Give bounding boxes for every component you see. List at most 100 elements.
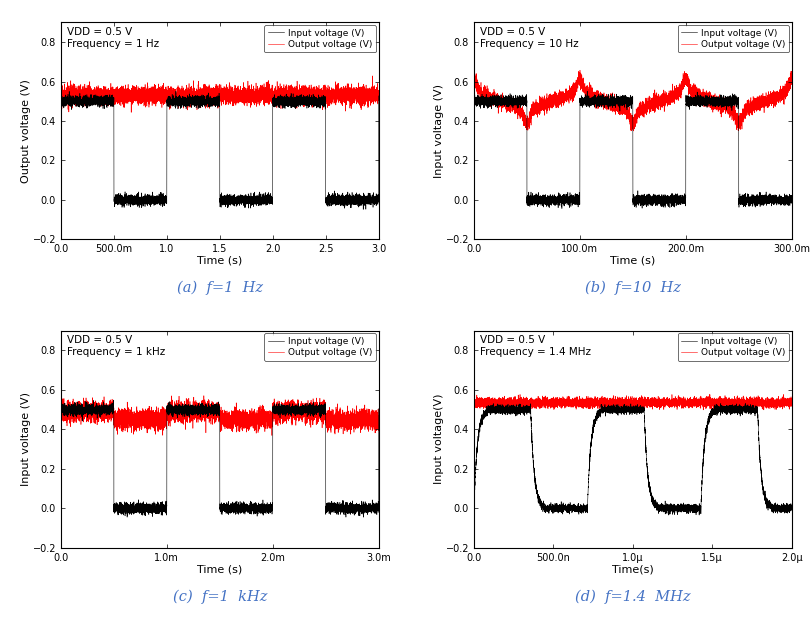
Input voltage (V) [663, 512, 672, 519]
Output voltage (V) [171, 94, 181, 102]
Output voltage (V) [258, 403, 268, 411]
Text: (d)  f=1.4  MHz: (d) f=1.4 MHz [574, 589, 690, 604]
Input voltage (V) [258, 508, 268, 515]
Output voltage (V) [786, 73, 796, 80]
Output voltage (V) [469, 78, 478, 85]
Output voltage (V) [786, 396, 796, 403]
Output voltage (V) [308, 401, 318, 408]
Output voltage (V) [267, 432, 277, 440]
Output voltage (V) [484, 399, 494, 407]
X-axis label: Time (s): Time (s) [197, 255, 242, 266]
Input voltage (V) [721, 94, 731, 102]
Input voltage (V) [670, 196, 680, 203]
Output voltage (V) [367, 72, 377, 80]
Output voltage (V) [373, 417, 383, 425]
Input voltage (V) [358, 206, 367, 213]
Output voltage (V) [583, 397, 593, 404]
Legend: Input voltage (V), Output voltage (V): Input voltage (V), Output voltage (V) [264, 25, 375, 52]
Y-axis label: Input voltage(V): Input voltage(V) [434, 394, 444, 485]
Output voltage (V) [721, 396, 731, 404]
Output voltage (V) [469, 397, 478, 405]
Output voltage (V) [72, 398, 82, 406]
Input voltage (V) [373, 405, 383, 413]
Output voltage (V) [721, 106, 731, 114]
Input voltage (V) [56, 404, 66, 412]
X-axis label: Time (s): Time (s) [609, 255, 654, 266]
Line: Output voltage (V): Output voltage (V) [474, 70, 791, 131]
Line: Input voltage (V): Input voltage (V) [474, 403, 791, 515]
Output voltage (V) [244, 417, 254, 425]
Input voltage (V) [291, 99, 301, 107]
Output voltage (V) [704, 97, 714, 105]
Output voltage (V) [704, 398, 714, 406]
Input voltage (V) [244, 196, 254, 203]
Input voltage (V) [308, 103, 318, 110]
Input voltage (V) [583, 466, 593, 474]
Output voltage (V) [72, 89, 82, 96]
Input voltage (V) [786, 195, 796, 203]
X-axis label: Time(s): Time(s) [611, 564, 653, 574]
Output voltage (V) [244, 93, 254, 101]
Input voltage (V) [469, 503, 478, 511]
Y-axis label: Input voltage (V): Input voltage (V) [21, 392, 31, 486]
X-axis label: Time (s): Time (s) [197, 564, 242, 574]
Input voltage (V) [581, 87, 591, 95]
Input voltage (V) [556, 204, 566, 212]
Output voltage (V) [308, 94, 318, 102]
Output voltage (V) [373, 89, 383, 97]
Output voltage (V) [484, 89, 494, 96]
Output voltage (V) [258, 95, 268, 103]
Text: VDD = 0.5 V
Frequency = 1.4 MHz: VDD = 0.5 V Frequency = 1.4 MHz [480, 335, 590, 357]
Output voltage (V) [171, 413, 181, 421]
Input voltage (V) [484, 406, 494, 414]
Line: Output voltage (V): Output voltage (V) [61, 76, 378, 112]
Input voltage (V) [670, 502, 680, 510]
Input voltage (V) [656, 505, 666, 513]
Input voltage (V) [171, 93, 181, 101]
Y-axis label: Input voltage (V): Input voltage (V) [434, 84, 444, 178]
Output voltage (V) [199, 392, 208, 399]
Output voltage (V) [656, 99, 666, 106]
Output voltage (V) [618, 409, 628, 417]
Output voltage (V) [670, 90, 680, 97]
Input voltage (V) [704, 95, 714, 103]
Text: (b)  f=10  Hz: (b) f=10 Hz [584, 281, 680, 296]
Output voltage (V) [656, 399, 666, 406]
Line: Input voltage (V): Input voltage (V) [474, 91, 791, 208]
Input voltage (V) [109, 396, 118, 404]
Text: VDD = 0.5 V
Frequency = 1 kHz: VDD = 0.5 V Frequency = 1 kHz [67, 335, 165, 357]
Input voltage (V) [484, 95, 494, 103]
Input voltage (V) [171, 408, 181, 416]
Text: (a)  f=1  Hz: (a) f=1 Hz [177, 281, 263, 296]
Line: Input voltage (V): Input voltage (V) [61, 400, 378, 517]
Line: Output voltage (V): Output voltage (V) [474, 394, 791, 413]
Input voltage (V) [72, 97, 82, 105]
Input voltage (V) [656, 197, 666, 204]
Text: VDD = 0.5 V
Frequency = 1 Hz: VDD = 0.5 V Frequency = 1 Hz [67, 27, 159, 49]
Input voltage (V) [721, 410, 731, 417]
Input voltage (V) [786, 503, 796, 510]
Input voltage (V) [358, 513, 368, 521]
Input voltage (V) [258, 199, 268, 206]
Output voltage (V) [127, 108, 136, 116]
Output voltage (V) [778, 390, 787, 398]
Output voltage (V) [670, 397, 680, 404]
Legend: Input voltage (V), Output voltage (V): Input voltage (V), Output voltage (V) [264, 333, 375, 361]
Input voltage (V) [72, 406, 82, 413]
Input voltage (V) [373, 92, 383, 100]
Output voltage (V) [56, 410, 66, 418]
Input voltage (V) [171, 87, 181, 95]
Legend: Input voltage (V), Output voltage (V): Input voltage (V), Output voltage (V) [676, 25, 788, 52]
Input voltage (V) [291, 403, 301, 411]
Line: Input voltage (V): Input voltage (V) [61, 91, 378, 210]
Input voltage (V) [244, 506, 254, 514]
Input voltage (V) [740, 399, 749, 407]
Line: Output voltage (V): Output voltage (V) [61, 396, 378, 436]
Output voltage (V) [56, 92, 66, 99]
Y-axis label: Output voltage (V): Output voltage (V) [21, 79, 31, 183]
Legend: Input voltage (V), Output voltage (V): Input voltage (V), Output voltage (V) [676, 333, 788, 361]
Input voltage (V) [308, 406, 318, 414]
Output voltage (V) [291, 410, 301, 418]
Output voltage (V) [291, 99, 301, 107]
Text: (c)  f=1  kHz: (c) f=1 kHz [172, 589, 267, 604]
